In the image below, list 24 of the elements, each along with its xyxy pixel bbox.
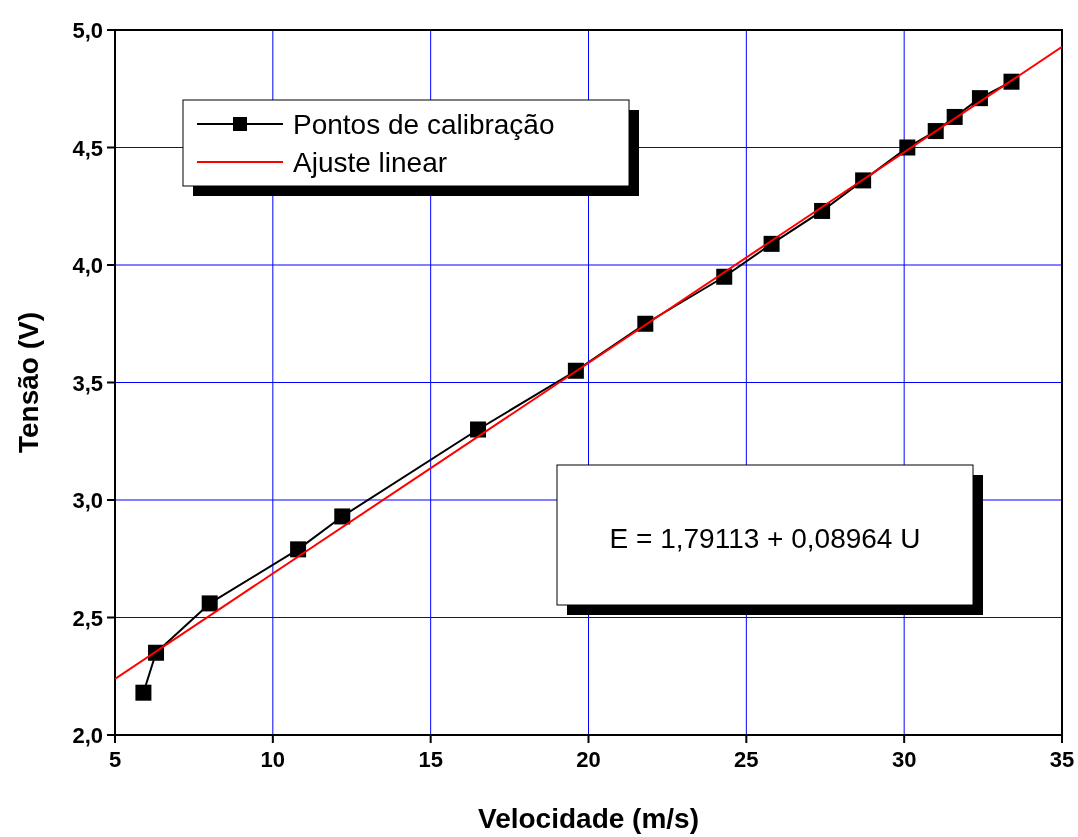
point [334, 508, 351, 525]
x-tick-label: 15 [418, 747, 443, 772]
y-tick-label: 3,5 [72, 370, 103, 396]
point [470, 421, 487, 438]
x-tick-label: 10 [260, 747, 286, 772]
legend-label: Pontos de calibração [293, 109, 555, 140]
point [201, 595, 218, 612]
legend-label: Ajuste linear [293, 147, 448, 178]
x-tick-label: 30 [891, 747, 917, 772]
y-tick-label: 2,5 [72, 605, 103, 631]
x-tick-label: 25 [734, 747, 759, 772]
annotation: E = 1,79113 + 0,08964 U [609, 523, 921, 554]
y-axis-title: Tensão (V) [13, 311, 44, 454]
x-tick-label: 20 [576, 747, 601, 772]
y-tick-label: 2,0 [72, 723, 103, 748]
x-tick-label: 35 [1049, 747, 1075, 772]
y-tick-label: 5,0 [72, 18, 103, 43]
point [290, 541, 307, 558]
y-tick-label: 4,5 [72, 135, 103, 161]
x-axis-title: Velocidade (m/s) [478, 803, 699, 834]
point [135, 684, 152, 701]
y-tick-label: 4,0 [72, 253, 103, 278]
y-tick-label: 3,0 [72, 488, 103, 513]
x-tick-label: 5 [108, 747, 122, 772]
